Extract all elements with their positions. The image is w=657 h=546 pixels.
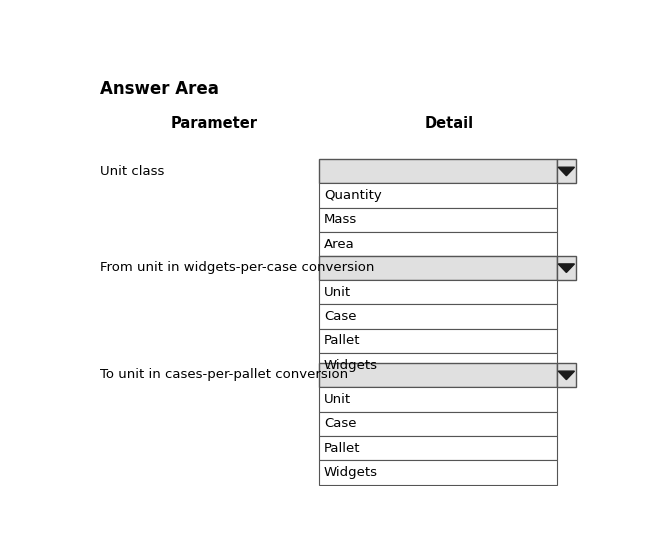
Text: Case: Case [324,417,357,430]
Polygon shape [558,264,574,272]
FancyBboxPatch shape [319,460,556,485]
FancyBboxPatch shape [319,363,556,387]
Text: Answer Area: Answer Area [100,80,219,98]
FancyBboxPatch shape [319,304,556,329]
Text: Pallet: Pallet [324,334,361,347]
FancyBboxPatch shape [319,159,556,183]
Text: Mass: Mass [324,213,357,226]
FancyBboxPatch shape [319,256,556,280]
FancyBboxPatch shape [319,412,556,436]
FancyBboxPatch shape [319,387,556,412]
FancyBboxPatch shape [319,329,556,353]
Text: Pallet: Pallet [324,442,361,455]
FancyBboxPatch shape [319,353,556,377]
FancyBboxPatch shape [319,280,556,304]
FancyBboxPatch shape [319,207,556,232]
FancyBboxPatch shape [556,363,576,387]
Text: Unit: Unit [324,286,351,299]
Polygon shape [558,371,574,379]
FancyBboxPatch shape [556,256,576,280]
Text: Case: Case [324,310,357,323]
Text: Area: Area [324,238,355,251]
FancyBboxPatch shape [319,232,556,257]
Text: Parameter: Parameter [171,116,258,131]
Text: Detail: Detail [424,116,473,131]
FancyBboxPatch shape [319,436,556,460]
Text: Widgets: Widgets [324,359,378,372]
Text: Quantity: Quantity [324,189,382,202]
Text: Unit class: Unit class [100,164,164,177]
Text: Unit: Unit [324,393,351,406]
FancyBboxPatch shape [319,183,556,207]
Text: Widgets: Widgets [324,466,378,479]
Text: From unit in widgets-per-case conversion: From unit in widgets-per-case conversion [100,261,374,274]
Polygon shape [558,167,574,176]
Text: To unit in cases-per-pallet conversion: To unit in cases-per-pallet conversion [100,369,348,382]
FancyBboxPatch shape [556,159,576,183]
